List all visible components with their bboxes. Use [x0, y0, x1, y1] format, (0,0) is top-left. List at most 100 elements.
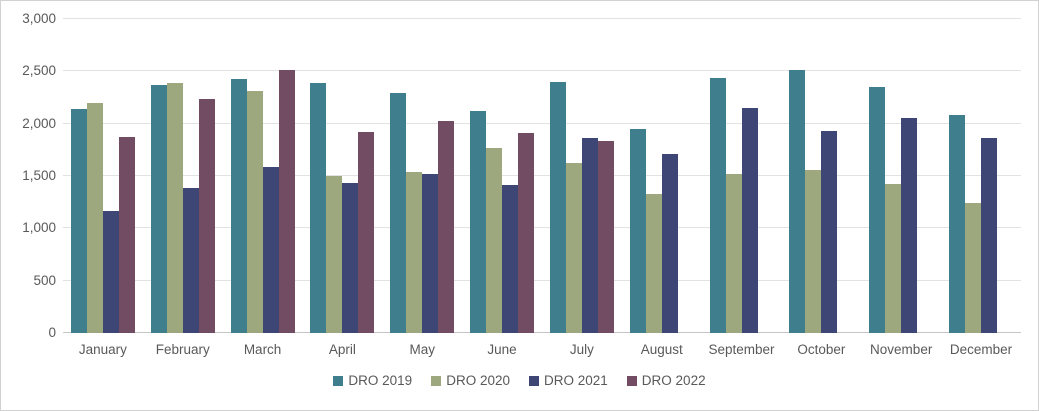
bar-slot — [70, 19, 87, 333]
x-tick-label: April — [328, 342, 356, 357]
gridline — [63, 70, 1021, 72]
y-tick-label: 1,000 — [22, 220, 56, 236]
bar — [597, 141, 614, 333]
bar — [549, 81, 566, 333]
legend-item: DRO 2021 — [529, 373, 608, 388]
x-tick-label: January — [78, 342, 127, 357]
bar — [278, 70, 295, 333]
bar-slot — [406, 19, 423, 333]
bar-slot — [805, 19, 822, 333]
legend-marker-icon — [529, 375, 539, 386]
bar — [581, 138, 598, 333]
gridline — [63, 122, 1021, 124]
x-axis-line — [63, 332, 1021, 333]
bar-slot — [917, 19, 933, 333]
x-tick-label: May — [409, 342, 435, 357]
bar — [885, 184, 902, 333]
x-tick-label: October — [797, 342, 846, 357]
bar-slot — [486, 19, 503, 333]
bar-group — [223, 19, 303, 333]
bar — [629, 128, 646, 333]
x-tick-label: March — [243, 342, 282, 357]
bar-slot — [725, 19, 742, 333]
bar — [486, 147, 503, 333]
bar — [198, 98, 215, 333]
bar-slot — [565, 19, 582, 333]
bar — [901, 118, 918, 333]
bar — [342, 183, 359, 333]
bar — [86, 102, 103, 333]
bar-slot — [342, 19, 359, 333]
bar-slot — [182, 19, 199, 333]
bar-slot — [709, 19, 726, 333]
y-tick-label: 3,000 — [22, 11, 56, 26]
bar — [102, 210, 119, 333]
bar-slot — [326, 19, 343, 333]
bar — [789, 70, 806, 333]
x-tick-label: July — [569, 342, 594, 357]
bar — [262, 166, 279, 333]
bar — [741, 107, 758, 333]
bar-slot — [581, 19, 598, 333]
bar-slot — [758, 19, 774, 333]
legend-marker-icon — [626, 375, 637, 386]
bar-slot — [885, 19, 902, 333]
bar-slot — [310, 19, 327, 333]
x-tick-label: November — [870, 342, 933, 357]
bar — [358, 132, 375, 333]
bar-group — [382, 19, 462, 333]
bar-groups — [63, 19, 1021, 333]
bar-slot — [230, 19, 247, 333]
bar-slot — [518, 19, 535, 333]
bar-group — [781, 19, 861, 333]
bar — [118, 137, 135, 333]
bar-slot — [262, 19, 279, 333]
bar-slot — [901, 19, 918, 333]
bar-slot — [645, 19, 662, 333]
bar — [725, 173, 742, 333]
bar — [502, 185, 519, 333]
bar-slot — [837, 19, 853, 333]
bar — [406, 171, 423, 333]
bar — [709, 77, 726, 333]
legend-label: DRO 2022 — [641, 373, 706, 388]
legend-item: DRO 2022 — [626, 373, 706, 388]
bar — [821, 131, 838, 333]
bar-slot — [949, 19, 966, 333]
bar — [565, 163, 582, 333]
bar-slot — [390, 19, 407, 333]
legend-label: DRO 2021 — [544, 373, 608, 388]
bar-slot — [502, 19, 519, 333]
bar-group — [542, 19, 622, 333]
legend-label: DRO 2020 — [446, 373, 510, 388]
x-tick-label: June — [487, 342, 517, 357]
bar — [422, 173, 439, 333]
legend-label: DRO 2019 — [348, 373, 413, 388]
bar-slot — [150, 19, 167, 333]
bar-slot — [965, 19, 982, 333]
bar-group — [622, 19, 702, 333]
y-tick-label: 500 — [33, 272, 56, 288]
bar — [981, 138, 998, 333]
bar — [182, 187, 199, 333]
bar-group — [143, 19, 223, 333]
legend: DRO 2019 DRO 2020 DRO 2021 DRO 2022 — [1, 373, 1038, 388]
legend-item: DRO 2020 — [431, 373, 510, 388]
gridline — [63, 18, 1021, 19]
bar — [438, 120, 455, 333]
bar-slot — [86, 19, 103, 333]
bar-group — [702, 19, 782, 333]
bar — [949, 115, 966, 333]
bar-slot — [102, 19, 119, 333]
gridline — [63, 279, 1021, 281]
bar-group — [63, 19, 143, 333]
x-tick-label: February — [155, 342, 210, 357]
bar — [518, 133, 535, 333]
bar-slot — [869, 19, 886, 333]
x-axis-labels: January February March April May June July Augu… — [63, 342, 1021, 357]
bar-slot — [549, 19, 566, 333]
legend-marker-icon — [431, 375, 442, 386]
bar-slot — [678, 19, 694, 333]
bar — [70, 109, 87, 333]
bar — [310, 82, 327, 333]
